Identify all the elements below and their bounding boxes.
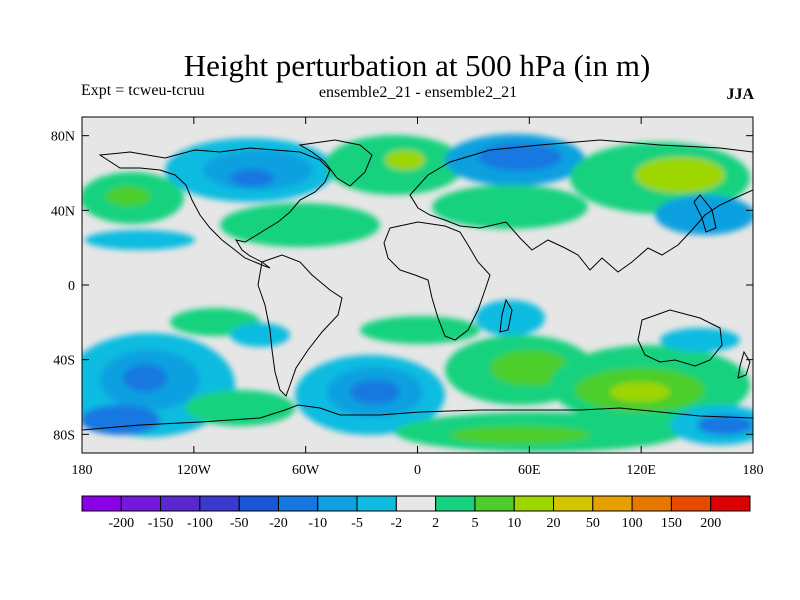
colorbar-swatch: [631, 495, 672, 512]
antarctica-coast: [82, 404, 753, 453]
colorbar-label: -50: [230, 516, 249, 531]
lat-label: 80N: [51, 130, 75, 145]
contour-subtropic-negative: [85, 230, 195, 250]
madagascar-coast: [499, 298, 513, 333]
colorbar-swatch: [120, 495, 162, 512]
map-panel: [82, 117, 753, 453]
colorbar-label: 100: [622, 516, 643, 531]
colorbar: -200 -150 -100 -50 -20 -10 -5 -2 2 5 10 20 50 100 150 2…: [81, 495, 751, 531]
contour-indian-positive-core: [490, 350, 570, 386]
contour-natl-positive: [220, 203, 380, 247]
contour-eurasia-negative-core: [478, 143, 562, 171]
lon-label: 180: [743, 463, 764, 478]
colorbar-swatch: [238, 495, 279, 512]
colorbar-label: -150: [148, 516, 174, 531]
lat-label: 40S: [53, 354, 75, 369]
colorbar-label: 5: [471, 516, 478, 531]
eurasia-coast: [409, 139, 753, 273]
colorbar-label: 10: [507, 516, 521, 531]
contour-aus-negative: [660, 328, 740, 352]
colorbar-label: -2: [391, 516, 403, 531]
contour-europe-positive: [432, 185, 588, 229]
colorbar-label: -5: [351, 516, 363, 531]
contour-peru-negative: [230, 323, 290, 347]
lat-label: 80S: [53, 428, 75, 443]
experiment-label: Expt = tcweu-tcruu: [81, 82, 205, 99]
colorbar-swatch: [395, 495, 437, 512]
lon-label: 60E: [518, 463, 541, 478]
greenland-coast: [298, 139, 373, 187]
south-america-coast: [257, 254, 343, 397]
colorbar-swatch: [277, 495, 319, 512]
colorbar-swatch: [435, 495, 476, 512]
colorbar-swatch: [513, 495, 555, 512]
colorbar-label: 20: [547, 516, 561, 531]
axis-ticks: [81, 117, 754, 453]
contour-drake-positive: [185, 390, 295, 426]
colorbar-swatch: [356, 495, 397, 512]
lon-label: 60W: [292, 463, 320, 478]
contour-satl-positive: [360, 316, 480, 344]
contour-satl-negative-core: [350, 380, 400, 404]
lon-label: 120W: [177, 463, 212, 478]
japan-coast: [693, 194, 717, 233]
colorbar-label: 150: [661, 516, 682, 531]
colorbar-swatch: [317, 495, 358, 512]
colorbar-label: 2: [432, 516, 439, 531]
contour-antarctic-positive-core: [450, 426, 590, 444]
colorbar-label: -200: [108, 516, 134, 531]
coastlines: [82, 139, 753, 453]
africa-coast: [383, 221, 491, 341]
colorbar-swatch: [710, 495, 751, 512]
longitude-labels: 180 120W 60W 0 60E 120E 180: [72, 463, 764, 478]
contour-npac-positive-core: [106, 186, 150, 206]
contour-amundsen-negative: [82, 405, 160, 435]
colorbar-swatch: [81, 495, 122, 512]
north-america-coast: [98, 147, 331, 269]
map-title: Height perturbation at 500 hPa (in m): [183, 48, 651, 83]
australia-coast: [637, 309, 723, 367]
contour-japan-negative: [655, 195, 753, 235]
colorbar-swatch: [553, 495, 594, 512]
colorbar-swatch: [592, 495, 633, 512]
new-zealand-coast: [737, 350, 751, 379]
colorbar-swatch: [474, 495, 515, 512]
lat-label: 0: [68, 279, 75, 294]
anomaly-fields: [82, 134, 753, 452]
lat-label: 40N: [51, 204, 75, 219]
contour-sepac-negative-core: [123, 364, 167, 392]
latitude-labels: 80N 40N 0 40S 80S: [51, 130, 75, 444]
colorbar-label: -100: [187, 516, 213, 531]
ensemble-label: ensemble2_21 - ensemble2_21: [318, 84, 518, 101]
colorbar-label: -20: [269, 516, 288, 531]
colorbar-label: 50: [586, 516, 600, 531]
colorbar-label: -10: [308, 516, 327, 531]
colorbar-swatch: [160, 495, 201, 512]
colorbar-label: 200: [700, 516, 721, 531]
contour-npac-east-positive-core: [635, 157, 725, 193]
contour-namerica-negative-core: [230, 169, 274, 187]
colorbar-swatch: [199, 495, 240, 512]
contour-greenland-positive-core: [385, 150, 425, 170]
lon-label: 0: [414, 463, 421, 478]
lon-label: 180: [72, 463, 93, 478]
season-label: JJA: [726, 86, 754, 103]
contour-sind-positive-core: [610, 382, 670, 402]
lon-label: 120E: [626, 463, 656, 478]
contour-ross-negative-core: [697, 415, 753, 435]
colorbar-swatch: [670, 495, 712, 512]
